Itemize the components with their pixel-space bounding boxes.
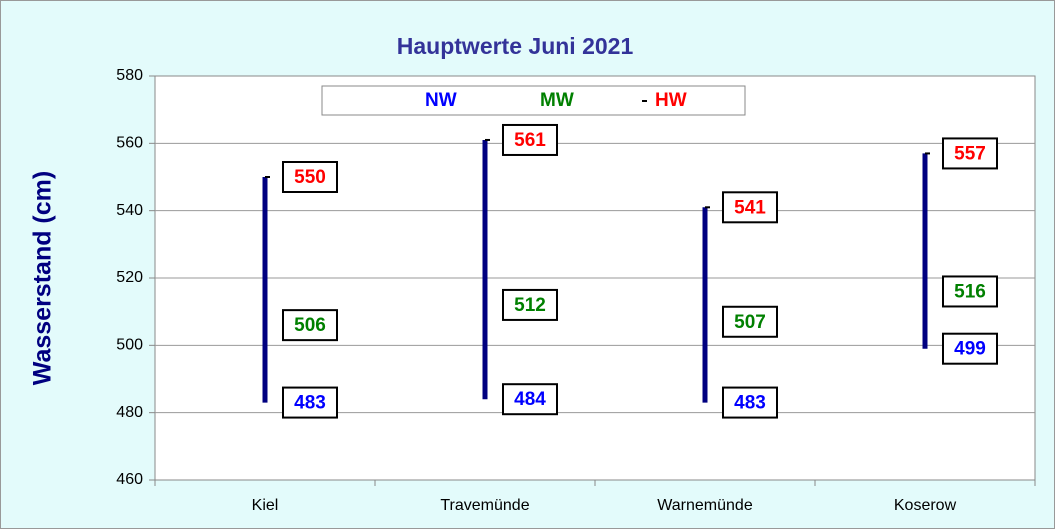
value-label: 499: [954, 339, 986, 360]
chart-title: Hauptwerte Juni 2021: [397, 33, 634, 59]
value-label-box: [722, 191, 778, 224]
y-tick-label: 500: [116, 337, 143, 354]
y-tick-label: 460: [116, 471, 143, 488]
x-tick-label: Travemünde: [440, 497, 529, 514]
value-label: 507: [734, 312, 766, 333]
legend-label: HW: [655, 90, 687, 111]
legend-label: MW: [540, 90, 574, 111]
x-tick-label: Warnemünde: [657, 497, 753, 514]
value-label: 541: [734, 197, 766, 218]
value-label-box: [722, 386, 778, 419]
value-label-box: [502, 288, 558, 321]
legend-label: NW: [425, 90, 457, 111]
value-label-box: [502, 383, 558, 416]
y-tick-label: 540: [116, 202, 143, 219]
value-label: 516: [954, 281, 986, 302]
value-label-box: [942, 137, 998, 170]
y-tick-label: 520: [116, 269, 143, 286]
value-label-box: [942, 275, 998, 308]
value-label: 557: [954, 143, 986, 164]
value-label: 512: [514, 295, 546, 316]
x-tick-label: Kiel: [252, 497, 279, 514]
y-tick-label: 580: [116, 67, 143, 84]
y-tick-label: 560: [116, 135, 143, 152]
value-label: 561: [514, 130, 546, 151]
x-tick-label: Koserow: [894, 497, 957, 514]
value-label: 550: [294, 167, 326, 188]
value-label-box: [282, 309, 338, 342]
value-label: 483: [734, 393, 766, 414]
y-axis-label: Wasserstand (cm): [29, 171, 57, 385]
y-tick-label: 480: [116, 404, 143, 421]
value-label-box: [722, 305, 778, 338]
value-label-box: [282, 161, 338, 193]
value-label: 483: [294, 393, 326, 414]
value-label: 484: [514, 389, 546, 410]
value-label-box: [502, 123, 558, 156]
value-label-box: [942, 332, 998, 365]
value-label: 506: [294, 315, 326, 336]
value-label-box: [282, 386, 338, 419]
legend: [321, 85, 746, 116]
